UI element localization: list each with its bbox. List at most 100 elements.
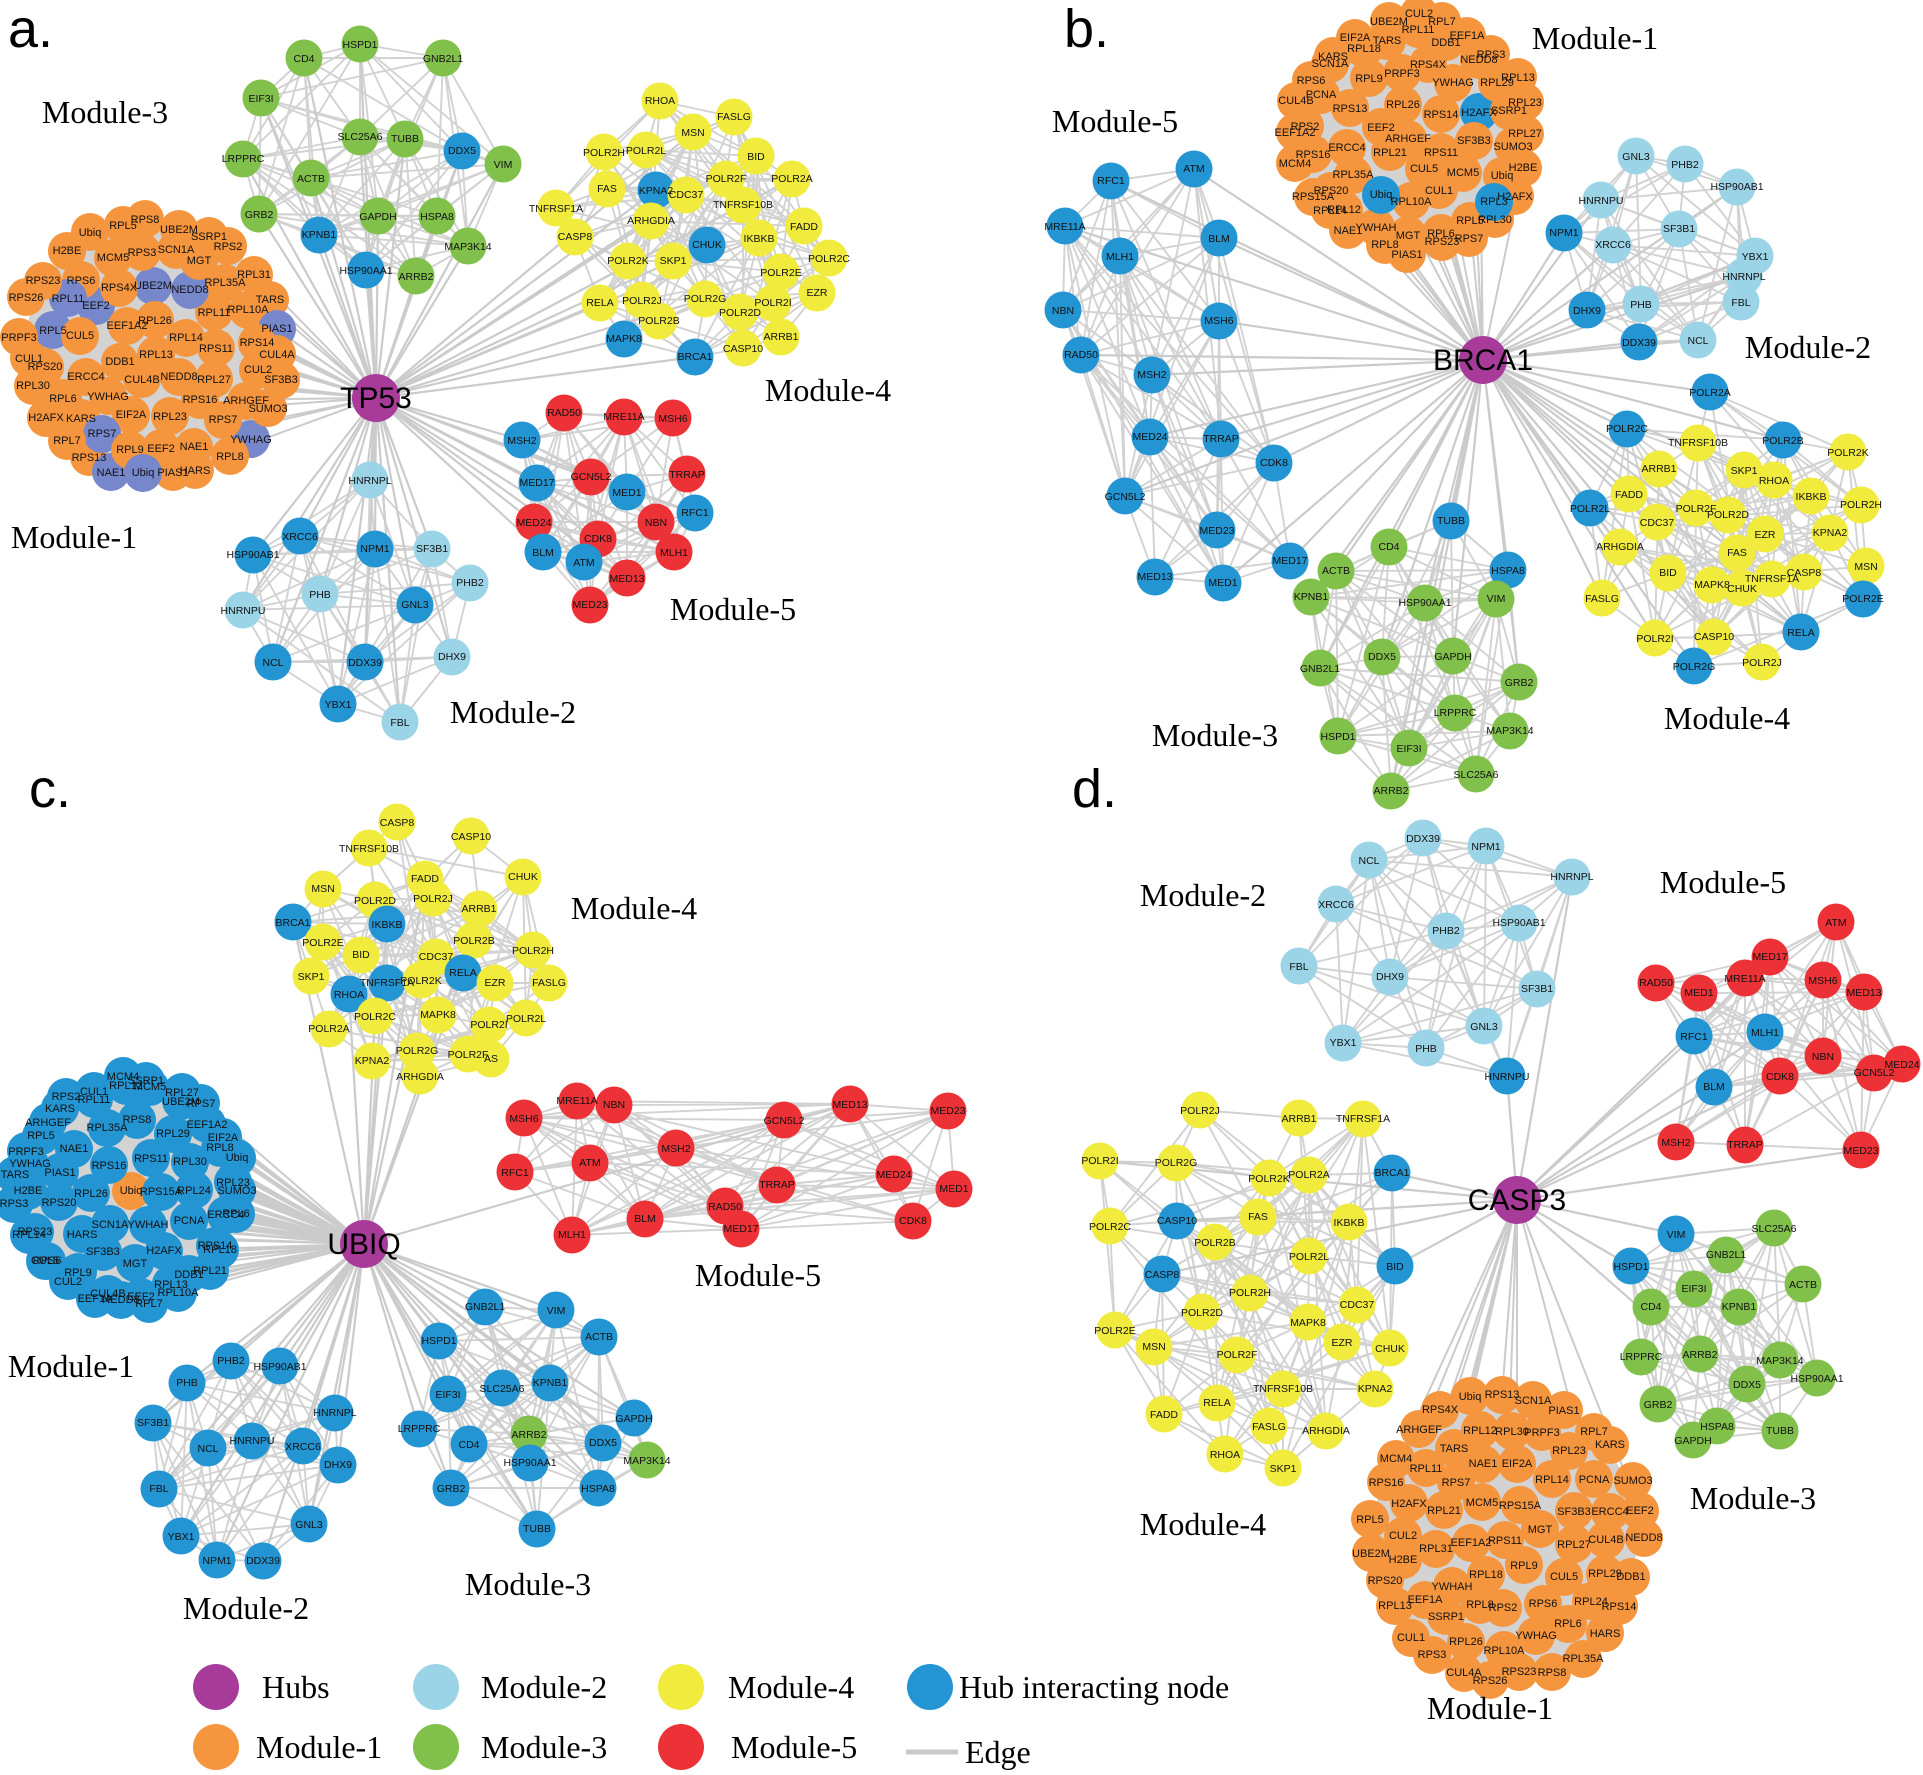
svg-text:BID: BID xyxy=(747,151,765,163)
svg-text:POLR2G: POLR2G xyxy=(396,1045,439,1057)
svg-text:HSP90AB1: HSP90AB1 xyxy=(1492,917,1545,929)
svg-text:MSN: MSN xyxy=(1854,561,1877,573)
svg-text:POLR2E: POLR2E xyxy=(760,267,801,279)
svg-text:MAP3K14: MAP3K14 xyxy=(623,1455,670,1467)
svg-text:RPL35A: RPL35A xyxy=(1333,169,1375,181)
svg-text:GNB2L1: GNB2L1 xyxy=(465,1301,505,1313)
svg-text:RPS16: RPS16 xyxy=(92,1160,127,1172)
svg-text:SF3B3: SF3B3 xyxy=(264,374,298,386)
svg-text:TUBB: TUBB xyxy=(1437,515,1465,527)
svg-text:FAS: FAS xyxy=(1248,1211,1268,1223)
svg-text:LRPPRC: LRPPRC xyxy=(1620,1351,1663,1363)
svg-text:NEDD8: NEDD8 xyxy=(1625,1532,1662,1544)
svg-text:TARS: TARS xyxy=(1373,35,1402,47)
svg-text:RPS26: RPS26 xyxy=(1473,1675,1508,1687)
svg-text:MED24: MED24 xyxy=(876,1169,911,1181)
svg-text:GNB2L1: GNB2L1 xyxy=(1300,663,1340,675)
svg-text:Hubs: Hubs xyxy=(262,1669,330,1705)
svg-text:RPL10A: RPL10A xyxy=(1484,1645,1526,1657)
svg-text:MED17: MED17 xyxy=(723,1223,758,1235)
svg-text:RPS7: RPS7 xyxy=(187,1098,216,1110)
svg-text:EEF1A2: EEF1A2 xyxy=(1451,1537,1492,1549)
svg-text:NBN: NBN xyxy=(603,1099,625,1111)
svg-text:GCN5L2: GCN5L2 xyxy=(1105,491,1146,503)
svg-text:SUMO3: SUMO3 xyxy=(1493,141,1532,153)
svg-text:YWHAG: YWHAG xyxy=(87,391,129,403)
svg-text:EEF1A2: EEF1A2 xyxy=(107,320,148,332)
svg-text:BRCA1: BRCA1 xyxy=(1433,344,1533,377)
svg-text:POLR2K: POLR2K xyxy=(607,255,648,267)
svg-text:RELA: RELA xyxy=(449,967,476,979)
svg-text:GRB2: GRB2 xyxy=(1505,677,1534,689)
svg-text:ARHGEF: ARHGEF xyxy=(1396,1424,1442,1436)
svg-text:RPL6: RPL6 xyxy=(1427,228,1455,240)
svg-text:POLR2G: POLR2G xyxy=(684,293,727,305)
svg-text:RPL27: RPL27 xyxy=(197,374,231,386)
svg-text:RAD50: RAD50 xyxy=(547,407,581,419)
svg-text:EZR: EZR xyxy=(807,287,828,299)
svg-text:ERCC4: ERCC4 xyxy=(207,1209,244,1221)
svg-text:CDC37: CDC37 xyxy=(1640,517,1675,529)
svg-text:Module-4: Module-4 xyxy=(728,1669,854,1705)
svg-text:Module-3: Module-3 xyxy=(1690,1480,1816,1516)
svg-text:MCM4: MCM4 xyxy=(1279,158,1311,170)
svg-text:CUL4B: CUL4B xyxy=(90,1288,125,1300)
svg-text:VIM: VIM xyxy=(494,159,513,171)
svg-text:c.: c. xyxy=(29,759,71,819)
svg-text:YWHAG: YWHAG xyxy=(9,1158,51,1170)
svg-text:RPS23: RPS23 xyxy=(26,275,61,287)
svg-text:VIM: VIM xyxy=(1667,1229,1686,1241)
svg-text:POLR2H: POLR2H xyxy=(512,945,554,957)
svg-text:RPL24: RPL24 xyxy=(1574,1596,1608,1608)
svg-text:DHX9: DHX9 xyxy=(1573,305,1601,317)
svg-text:SKP1: SKP1 xyxy=(1731,465,1758,477)
svg-text:EEF2: EEF2 xyxy=(127,1291,155,1303)
svg-text:PIAS1: PIAS1 xyxy=(1548,1405,1579,1417)
svg-text:ACTB: ACTB xyxy=(1789,1279,1817,1291)
svg-text:SLC25A6: SLC25A6 xyxy=(1752,1223,1797,1235)
svg-text:TNFRSF10B: TNFRSF10B xyxy=(1668,437,1728,449)
svg-text:SKP1: SKP1 xyxy=(298,971,325,983)
svg-text:CUL2: CUL2 xyxy=(1389,1530,1417,1542)
svg-text:POLR2J: POLR2J xyxy=(622,295,662,307)
svg-text:CUL2: CUL2 xyxy=(244,364,272,376)
svg-text:RPL12: RPL12 xyxy=(1463,1425,1497,1437)
svg-text:POLR2C: POLR2C xyxy=(354,1011,396,1023)
svg-text:Module-3: Module-3 xyxy=(465,1566,591,1602)
svg-text:POLR2F: POLR2F xyxy=(1217,1349,1258,1361)
svg-text:GAPDH: GAPDH xyxy=(359,211,396,223)
svg-text:CASP3: CASP3 xyxy=(1468,1184,1566,1217)
svg-text:MSH6: MSH6 xyxy=(1808,975,1837,987)
svg-text:POLR2A: POLR2A xyxy=(308,1023,349,1035)
svg-text:MSN: MSN xyxy=(681,127,704,139)
svg-text:POLR2I: POLR2I xyxy=(470,1019,507,1031)
svg-text:POLR2K: POLR2K xyxy=(1827,447,1868,459)
svg-text:POLR2E: POLR2E xyxy=(1842,593,1883,605)
svg-text:ERCC4: ERCC4 xyxy=(1591,1506,1628,1518)
svg-text:RPL13: RPL13 xyxy=(1501,72,1535,84)
svg-text:TNFRSF10B: TNFRSF10B xyxy=(1253,1383,1313,1395)
svg-text:MCM5: MCM5 xyxy=(97,252,129,264)
svg-text:SSRP1: SSRP1 xyxy=(1491,105,1527,117)
svg-text:RPL21: RPL21 xyxy=(1427,1505,1461,1517)
svg-text:RPS2: RPS2 xyxy=(1291,121,1320,133)
svg-text:FASLG: FASLG xyxy=(717,111,751,123)
svg-text:ARRB1: ARRB1 xyxy=(461,903,496,915)
svg-text:TARS: TARS xyxy=(1440,1443,1469,1455)
svg-text:RPL3: RPL3 xyxy=(1480,196,1508,208)
svg-text:MCM4: MCM4 xyxy=(107,1071,139,1083)
svg-text:KARS: KARS xyxy=(1595,1439,1625,1451)
svg-text:CDK8: CDK8 xyxy=(584,533,612,545)
svg-text:a.: a. xyxy=(8,0,53,59)
svg-text:MCM5: MCM5 xyxy=(1447,167,1479,179)
svg-text:DDX5: DDX5 xyxy=(448,145,476,157)
svg-text:HNRNPU: HNRNPU xyxy=(1579,195,1624,207)
svg-text:RPS14: RPS14 xyxy=(240,337,275,349)
svg-text:CUL5: CUL5 xyxy=(1550,1571,1578,1583)
svg-text:RPL11: RPL11 xyxy=(78,1094,111,1106)
svg-text:NBN: NBN xyxy=(645,517,667,529)
svg-text:RPS7: RPS7 xyxy=(1442,1477,1471,1489)
svg-text:RFC1: RFC1 xyxy=(501,1167,529,1179)
svg-text:CHUK: CHUK xyxy=(508,871,538,883)
svg-text:RPS11: RPS11 xyxy=(1424,147,1458,159)
